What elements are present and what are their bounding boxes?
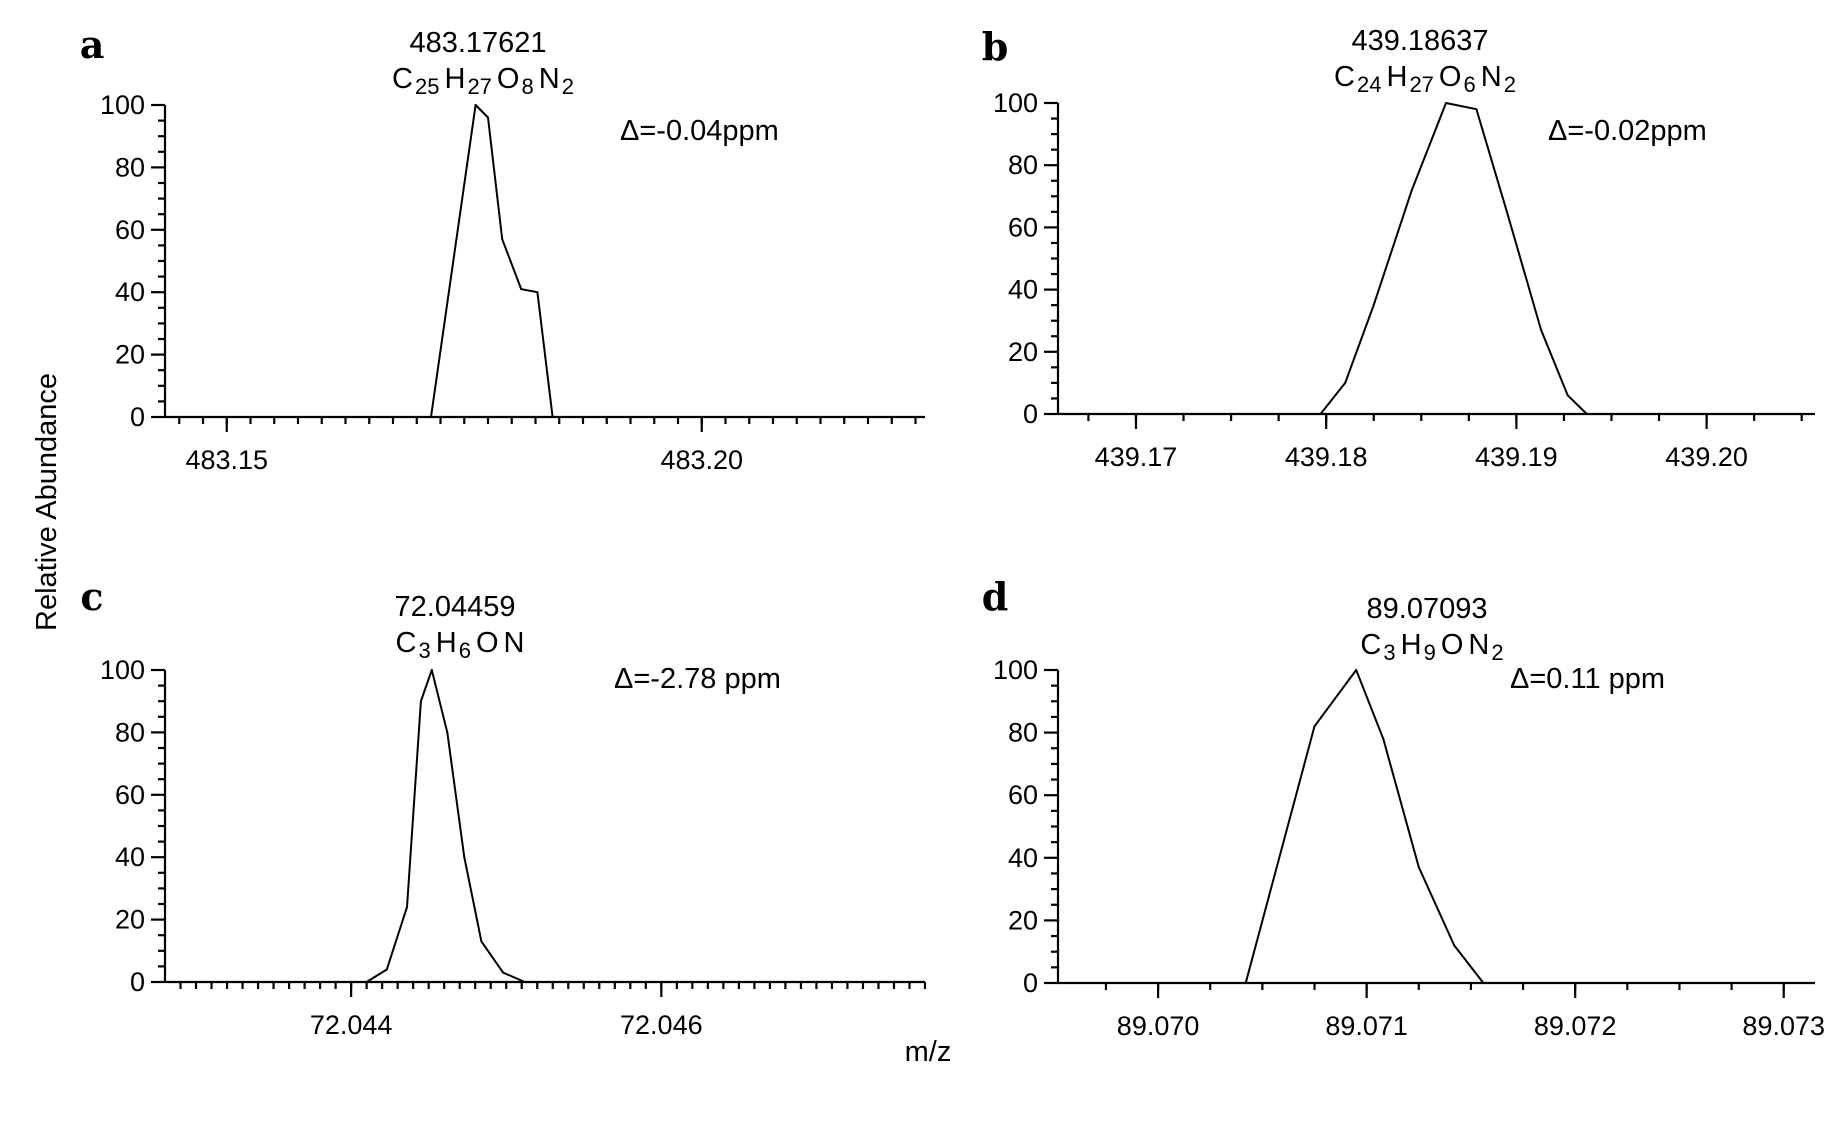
y-tick-label: 20 [115,340,145,370]
x-tick-label: 89.072 [1534,1011,1617,1041]
data-point [1453,944,1456,947]
x-tick-label: 439.17 [1095,442,1178,472]
panel-c: c 0 20 40 60 80 100 72.044 72.046 72.04459 C3​H6​O… [80,574,927,1040]
y-tick-label: 20 [1008,905,1038,935]
formula-label: C3​H6​ON [396,627,525,663]
spectrum-line [1058,669,1815,984]
mass-error-label: Δ=-0.02ppm [1548,115,1707,147]
formula-label: C25​H27​O8​N2​ [392,63,574,99]
data-point [1475,108,1478,111]
data-point [1244,982,1247,984]
x-axis-label: m/z [905,1036,952,1068]
mass-error-label: Δ=0.11 ppm [1510,663,1665,695]
data-point [502,971,505,974]
panel-a: a 0 20 40 60 80 100 483.15 483.20 483.17621 C25​H2… [80,22,925,475]
mass-error-label: Δ=-2.78 ppm [614,663,781,695]
data-point [487,116,489,119]
data-point [1355,669,1358,671]
y-tick-label: 100 [993,655,1038,685]
data-point [1505,210,1508,213]
spectrum-line [165,669,925,983]
panel-letter: b [982,24,1009,69]
y-tick-label: 100 [100,655,145,685]
y-tick-label: 0 [1023,968,1038,998]
data-point [1566,394,1569,397]
data-point [430,416,432,418]
data-point [1540,329,1543,331]
data-point [480,940,483,943]
y-tick-label: 20 [1008,337,1038,367]
data-point [1313,725,1316,728]
x-tick-label: 483.15 [185,445,268,475]
x-tick-label: 439.19 [1475,442,1558,472]
x-tick-label: 89.071 [1325,1011,1408,1041]
y-tick-label: 60 [115,780,145,810]
peak-mass-label: 439.18637 [1351,25,1488,57]
y-tick-label: 80 [115,717,145,747]
y-tick-label: 60 [1008,212,1038,242]
y-tick-label: 0 [130,967,145,997]
spectrum-line [1058,102,1815,415]
y-tick-label: 40 [1008,843,1038,873]
data-point [430,669,433,671]
data-point [419,700,422,703]
data-point [406,906,408,909]
data-point [1482,982,1485,984]
data-point [1417,866,1420,869]
panel-d: d 0 20 40 60 80 100 89.070 89.071 89.072 89.073 89.… [982,574,1825,1041]
data-point [536,291,539,294]
y-tick-label: 60 [115,215,145,245]
data-point [1319,413,1322,415]
formula-label: C3​H9​ON2​ [1360,629,1503,665]
panel-letter: c [80,574,103,619]
x-tick-label: 89.070 [1117,1011,1200,1041]
data-point [1445,102,1447,104]
y-tick-label: 60 [1008,780,1038,810]
peak-mass-label: 483.17621 [409,27,546,59]
x-tick-label: 483.20 [660,445,743,475]
y-tick-label: 0 [130,402,145,432]
y-tick-label: 40 [115,842,145,872]
y-axis-label: Relative Abundance [31,373,63,631]
data-point [1372,304,1375,307]
y-tick-label: 40 [115,277,145,307]
data-point [1382,737,1385,740]
data-point [446,731,449,734]
data-point [463,856,466,859]
formula-label: C24​H27​O6​N2​ [1334,61,1516,97]
y-tick-label: 40 [1008,275,1038,305]
data-point [523,981,526,983]
data-point [501,238,504,241]
data-point [1410,189,1413,192]
data-point [520,288,523,291]
y-tick-label: 100 [100,90,145,120]
data-point [551,416,554,418]
x-tick-label: 439.18 [1285,442,1368,472]
peak-mass-label: 72.04459 [395,591,516,623]
y-tick-label: 20 [115,905,145,935]
y-tick-label: 80 [1008,150,1038,180]
y-tick-label: 100 [993,88,1038,118]
x-tick-label: 89.073 [1742,1011,1825,1041]
y-tick-label: 0 [1023,399,1038,429]
x-tick-label: 72.046 [620,1010,703,1040]
y-tick-label: 80 [115,152,145,182]
x-tick-label: 439.20 [1665,442,1748,472]
x-tick-label: 72.044 [310,1010,393,1040]
data-point [365,981,368,983]
peak-mass-label: 89.07093 [1367,593,1488,625]
panel-b: b 0 20 40 60 80 100 439.17 439.18 439.19 439.20 439… [982,24,1815,472]
data-point [1344,381,1347,384]
data-point [474,104,477,106]
data-point [1585,413,1588,415]
panel-letter: d [982,574,1009,619]
data-point [385,968,388,971]
mass-error-label: Δ=-0.04ppm [620,115,779,147]
panel-letter: a [80,22,105,67]
spectrum-line [165,104,925,418]
y-tick-label: 80 [1008,718,1038,748]
